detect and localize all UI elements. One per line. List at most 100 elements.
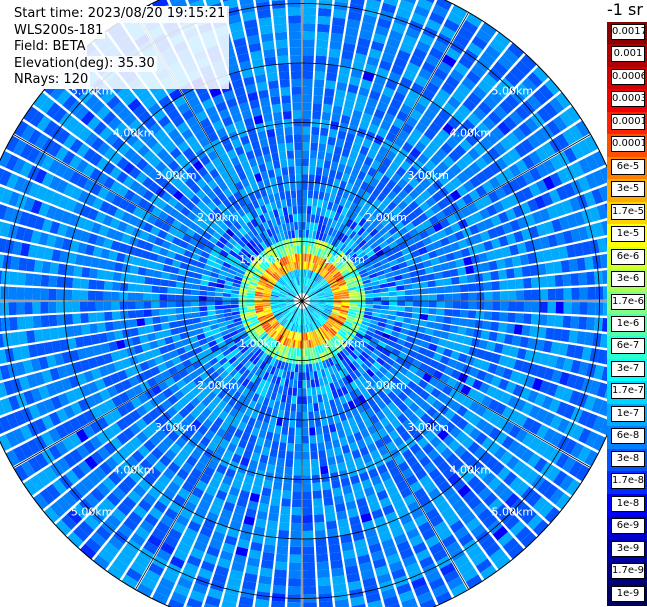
- range-gate: [473, 446, 487, 460]
- range-gate: [290, 522, 302, 532]
- range-gate: [271, 103, 282, 113]
- range-gate: [286, 395, 292, 404]
- range-gate: [509, 346, 520, 358]
- range-gate: [349, 76, 361, 87]
- range-gate: [218, 357, 228, 366]
- range-gate: [254, 216, 263, 226]
- range-gate: [223, 90, 235, 101]
- range-gate: [143, 293, 152, 301]
- range-ring-label: 4.00km: [113, 463, 155, 476]
- range-gate: [429, 514, 444, 528]
- range-gate: [26, 373, 38, 389]
- range-gate: [361, 479, 373, 490]
- range-gate: [265, 406, 273, 416]
- range-gate: [463, 336, 473, 346]
- range-gate: [186, 211, 197, 222]
- range-gate: [161, 271, 170, 280]
- range-gate: [136, 318, 146, 327]
- range-gate: [480, 230, 491, 242]
- range-gate: [560, 329, 571, 343]
- range-gate: [409, 402, 420, 413]
- range-gate: [111, 291, 120, 301]
- range-gate: [350, 0, 365, 6]
- range-gate: [281, 394, 287, 403]
- range-gate: [354, 456, 364, 467]
- range-gate: [302, 182, 308, 191]
- range-gate: [428, 468, 442, 481]
- range-gate: [239, 404, 248, 414]
- range-gate: [391, 245, 401, 254]
- range-gate: [347, 11, 362, 22]
- range-ring-label: 4.00km: [450, 463, 492, 476]
- range-gate: [266, 356, 273, 365]
- range-gate: [341, 207, 349, 216]
- range-gate: [367, 356, 376, 365]
- range-gate: [266, 128, 276, 138]
- range-gate: [469, 367, 480, 378]
- range-gate: [390, 376, 401, 386]
- range-gate: [273, 577, 287, 587]
- range-gate: [80, 476, 95, 492]
- range-gate: [327, 528, 339, 538]
- range-gate: [385, 236, 395, 245]
- range-gate: [318, 257, 324, 266]
- range-gate: [248, 132, 259, 143]
- range-gate: [353, 205, 363, 215]
- range-gate: [388, 29, 404, 42]
- range-gate: [231, 138, 242, 149]
- range-gate: [442, 102, 456, 116]
- range-gate: [251, 276, 260, 282]
- range-gate: [581, 346, 592, 361]
- range-gate: [241, 378, 250, 388]
- range-gate: [524, 469, 539, 485]
- range-gate: [439, 25, 456, 40]
- range-gate: [414, 183, 426, 195]
- range-gate: [311, 281, 317, 289]
- range-gate: [191, 103, 204, 116]
- range-gate: [403, 194, 414, 205]
- range-gate: [532, 89, 548, 106]
- range-gate: [407, 500, 421, 513]
- range-gate: [13, 176, 27, 192]
- range-gate: [18, 257, 28, 271]
- range-gate: [444, 285, 453, 293]
- range-gate: [339, 180, 347, 190]
- range-gate: [240, 236, 249, 245]
- range-gate: [305, 364, 310, 373]
- range-gate: [309, 303, 317, 308]
- range-gate: [143, 285, 152, 293]
- range-gate: [330, 256, 337, 264]
- range-gate: [76, 444, 90, 459]
- range-gate: [248, 284, 257, 289]
- range-gate: [383, 112, 395, 124]
- range-gate: [484, 45, 501, 60]
- range-gate: [246, 351, 254, 360]
- range-gate: [277, 450, 286, 459]
- range-gate: [233, 317, 242, 323]
- range-gate: [329, 281, 338, 287]
- range-gate: [263, 271, 272, 278]
- range-gate: [324, 504, 335, 514]
- range-gate: [350, 351, 358, 360]
- range-gate: [75, 159, 89, 174]
- range-gate: [288, 15, 301, 24]
- range-gate: [279, 442, 287, 451]
- range-gate: [432, 4, 449, 18]
- range-gate: [123, 147, 137, 161]
- range-gate: [135, 171, 148, 184]
- range-gate: [461, 436, 475, 449]
- range-gate: [386, 105, 399, 117]
- range-gate: [84, 515, 100, 531]
- range-gate: [256, 437, 265, 447]
- range-gate: [278, 301, 287, 304]
- range-gate: [420, 190, 432, 201]
- range-gate: [265, 390, 273, 399]
- range-gate: [547, 288, 556, 300]
- range-gate: [332, 439, 341, 449]
- range-gate: [314, 287, 322, 293]
- range-gate: [254, 348, 262, 357]
- range-gate: [328, 235, 335, 245]
- range-gate: [64, 363, 76, 377]
- range-gate: [209, 168, 220, 179]
- range-gate: [396, 480, 409, 492]
